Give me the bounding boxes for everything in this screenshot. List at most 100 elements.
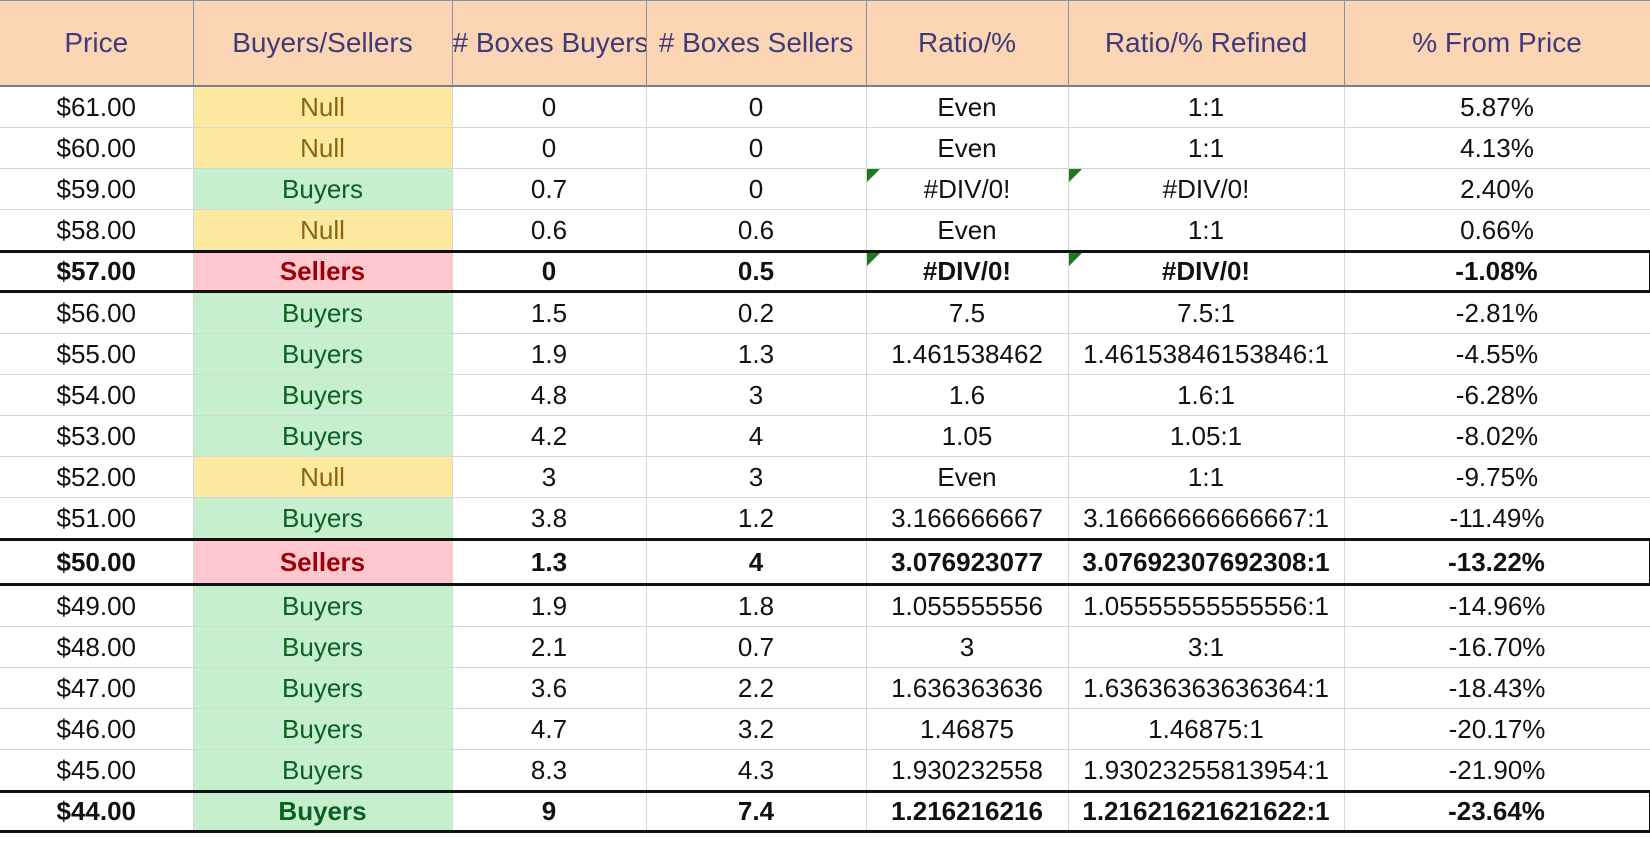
from-price-cell[interactable]: -4.55%: [1344, 333, 1650, 375]
header-from-price[interactable]: % From Price: [1344, 0, 1650, 87]
boxes-sellers-cell[interactable]: 0.6: [646, 209, 867, 252]
ratio-cell[interactable]: 1.461538462: [866, 333, 1069, 375]
from-price-cell[interactable]: 0.66%: [1344, 209, 1650, 252]
side-cell[interactable]: Buyers: [193, 168, 453, 210]
ratio-refined-cell[interactable]: 1.46875:1: [1068, 708, 1345, 750]
ratio-refined-cell[interactable]: 1:1: [1068, 456, 1345, 498]
from-price-cell[interactable]: 2.40%: [1344, 168, 1650, 210]
price-cell[interactable]: $50.00: [0, 538, 194, 586]
ratio-cell[interactable]: Even: [866, 127, 1069, 169]
price-cell[interactable]: $58.00: [0, 209, 194, 252]
ratio-refined-cell[interactable]: 1.05555555555556:1: [1068, 584, 1345, 627]
boxes-sellers-cell[interactable]: 4: [646, 415, 867, 457]
ratio-refined-cell[interactable]: 1.46153846153846:1: [1068, 333, 1345, 375]
boxes-sellers-cell[interactable]: 4.3: [646, 749, 867, 792]
ratio-cell[interactable]: 1.636363636: [866, 667, 1069, 709]
ratio-cell[interactable]: 1.055555556: [866, 584, 1069, 627]
side-cell[interactable]: Buyers: [193, 790, 453, 833]
ratio-cell[interactable]: 1.6: [866, 374, 1069, 416]
ratio-refined-cell[interactable]: 7.5:1: [1068, 291, 1345, 334]
boxes-buyers-cell[interactable]: 1.9: [452, 333, 647, 375]
ratio-cell[interactable]: 1.930232558: [866, 749, 1069, 792]
boxes-sellers-cell[interactable]: 0.7: [646, 626, 867, 668]
boxes-buyers-cell[interactable]: 1.5: [452, 291, 647, 334]
boxes-sellers-cell[interactable]: 2.2: [646, 667, 867, 709]
price-cell[interactable]: $52.00: [0, 456, 194, 498]
boxes-buyers-cell[interactable]: 4.8: [452, 374, 647, 416]
price-cell[interactable]: $51.00: [0, 497, 194, 540]
from-price-cell[interactable]: -11.49%: [1344, 497, 1650, 540]
side-cell[interactable]: Sellers: [193, 538, 453, 586]
price-cell[interactable]: $55.00: [0, 333, 194, 375]
header-price[interactable]: Price: [0, 0, 194, 87]
ratio-refined-cell[interactable]: #DIV/0!: [1068, 250, 1345, 293]
from-price-cell[interactable]: 4.13%: [1344, 127, 1650, 169]
boxes-buyers-cell[interactable]: 3.6: [452, 667, 647, 709]
from-price-cell[interactable]: -16.70%: [1344, 626, 1650, 668]
header-buyers-sellers[interactable]: Buyers/Sellers: [193, 0, 453, 87]
price-cell[interactable]: $45.00: [0, 749, 194, 792]
price-cell[interactable]: $61.00: [0, 86, 194, 128]
boxes-buyers-cell[interactable]: 0.7: [452, 168, 647, 210]
boxes-buyers-cell[interactable]: 0: [452, 86, 647, 128]
side-cell[interactable]: Null: [193, 456, 453, 498]
side-cell[interactable]: Null: [193, 86, 453, 128]
ratio-cell[interactable]: Even: [866, 86, 1069, 128]
ratio-refined-cell[interactable]: 3.16666666666667:1: [1068, 497, 1345, 540]
boxes-sellers-cell[interactable]: 0.2: [646, 291, 867, 334]
ratio-cell[interactable]: 1.05: [866, 415, 1069, 457]
ratio-cell[interactable]: 7.5: [866, 291, 1069, 334]
ratio-cell[interactable]: 3.166666667: [866, 497, 1069, 540]
ratio-refined-cell[interactable]: 1:1: [1068, 127, 1345, 169]
boxes-sellers-cell[interactable]: 3.2: [646, 708, 867, 750]
ratio-cell[interactable]: Even: [866, 456, 1069, 498]
from-price-cell[interactable]: -1.08%: [1344, 250, 1650, 293]
side-cell[interactable]: Buyers: [193, 667, 453, 709]
from-price-cell[interactable]: -2.81%: [1344, 291, 1650, 334]
side-cell[interactable]: Null: [193, 127, 453, 169]
boxes-sellers-cell[interactable]: 0.5: [646, 250, 867, 293]
boxes-sellers-cell[interactable]: 0: [646, 127, 867, 169]
side-cell[interactable]: Buyers: [193, 374, 453, 416]
boxes-sellers-cell[interactable]: 3: [646, 456, 867, 498]
boxes-sellers-cell[interactable]: 0: [646, 168, 867, 210]
price-cell[interactable]: $48.00: [0, 626, 194, 668]
ratio-refined-cell[interactable]: 1.93023255813954:1: [1068, 749, 1345, 792]
ratio-cell[interactable]: 3.076923077: [866, 538, 1069, 586]
header-boxes-sellers[interactable]: # Boxes Sellers: [646, 0, 867, 87]
header-boxes-buyers[interactable]: # Boxes Buyers: [452, 0, 647, 87]
price-cell[interactable]: $54.00: [0, 374, 194, 416]
price-cell[interactable]: $46.00: [0, 708, 194, 750]
from-price-cell[interactable]: -14.96%: [1344, 584, 1650, 627]
boxes-buyers-cell[interactable]: 3.8: [452, 497, 647, 540]
boxes-sellers-cell[interactable]: 3: [646, 374, 867, 416]
price-cell[interactable]: $53.00: [0, 415, 194, 457]
from-price-cell[interactable]: -20.17%: [1344, 708, 1650, 750]
boxes-buyers-cell[interactable]: 0: [452, 127, 647, 169]
boxes-sellers-cell[interactable]: 1.2: [646, 497, 867, 540]
side-cell[interactable]: Sellers: [193, 250, 453, 293]
ratio-refined-cell[interactable]: 1:1: [1068, 209, 1345, 252]
ratio-refined-cell[interactable]: 1:1: [1068, 86, 1345, 128]
side-cell[interactable]: Buyers: [193, 415, 453, 457]
ratio-refined-cell[interactable]: 3:1: [1068, 626, 1345, 668]
from-price-cell[interactable]: 5.87%: [1344, 86, 1650, 128]
ratio-refined-cell[interactable]: 1.05:1: [1068, 415, 1345, 457]
ratio-refined-cell[interactable]: 3.07692307692308:1: [1068, 538, 1345, 586]
header-ratio[interactable]: Ratio/%: [866, 0, 1069, 87]
ratio-refined-cell[interactable]: 1.63636363636364:1: [1068, 667, 1345, 709]
ratio-cell[interactable]: 1.216216216: [866, 790, 1069, 833]
price-cell[interactable]: $47.00: [0, 667, 194, 709]
from-price-cell[interactable]: -23.64%: [1344, 790, 1650, 833]
boxes-buyers-cell[interactable]: 8.3: [452, 749, 647, 792]
ratio-cell[interactable]: #DIV/0!: [866, 250, 1069, 293]
price-cell[interactable]: $56.00: [0, 291, 194, 334]
ratio-refined-cell[interactable]: 1.21621621621622:1: [1068, 790, 1345, 833]
from-price-cell[interactable]: -6.28%: [1344, 374, 1650, 416]
ratio-refined-cell[interactable]: 1.6:1: [1068, 374, 1345, 416]
from-price-cell[interactable]: -9.75%: [1344, 456, 1650, 498]
boxes-sellers-cell[interactable]: 1.8: [646, 584, 867, 627]
side-cell[interactable]: Buyers: [193, 584, 453, 627]
boxes-buyers-cell[interactable]: 1.3: [452, 538, 647, 586]
price-cell[interactable]: $57.00: [0, 250, 194, 293]
